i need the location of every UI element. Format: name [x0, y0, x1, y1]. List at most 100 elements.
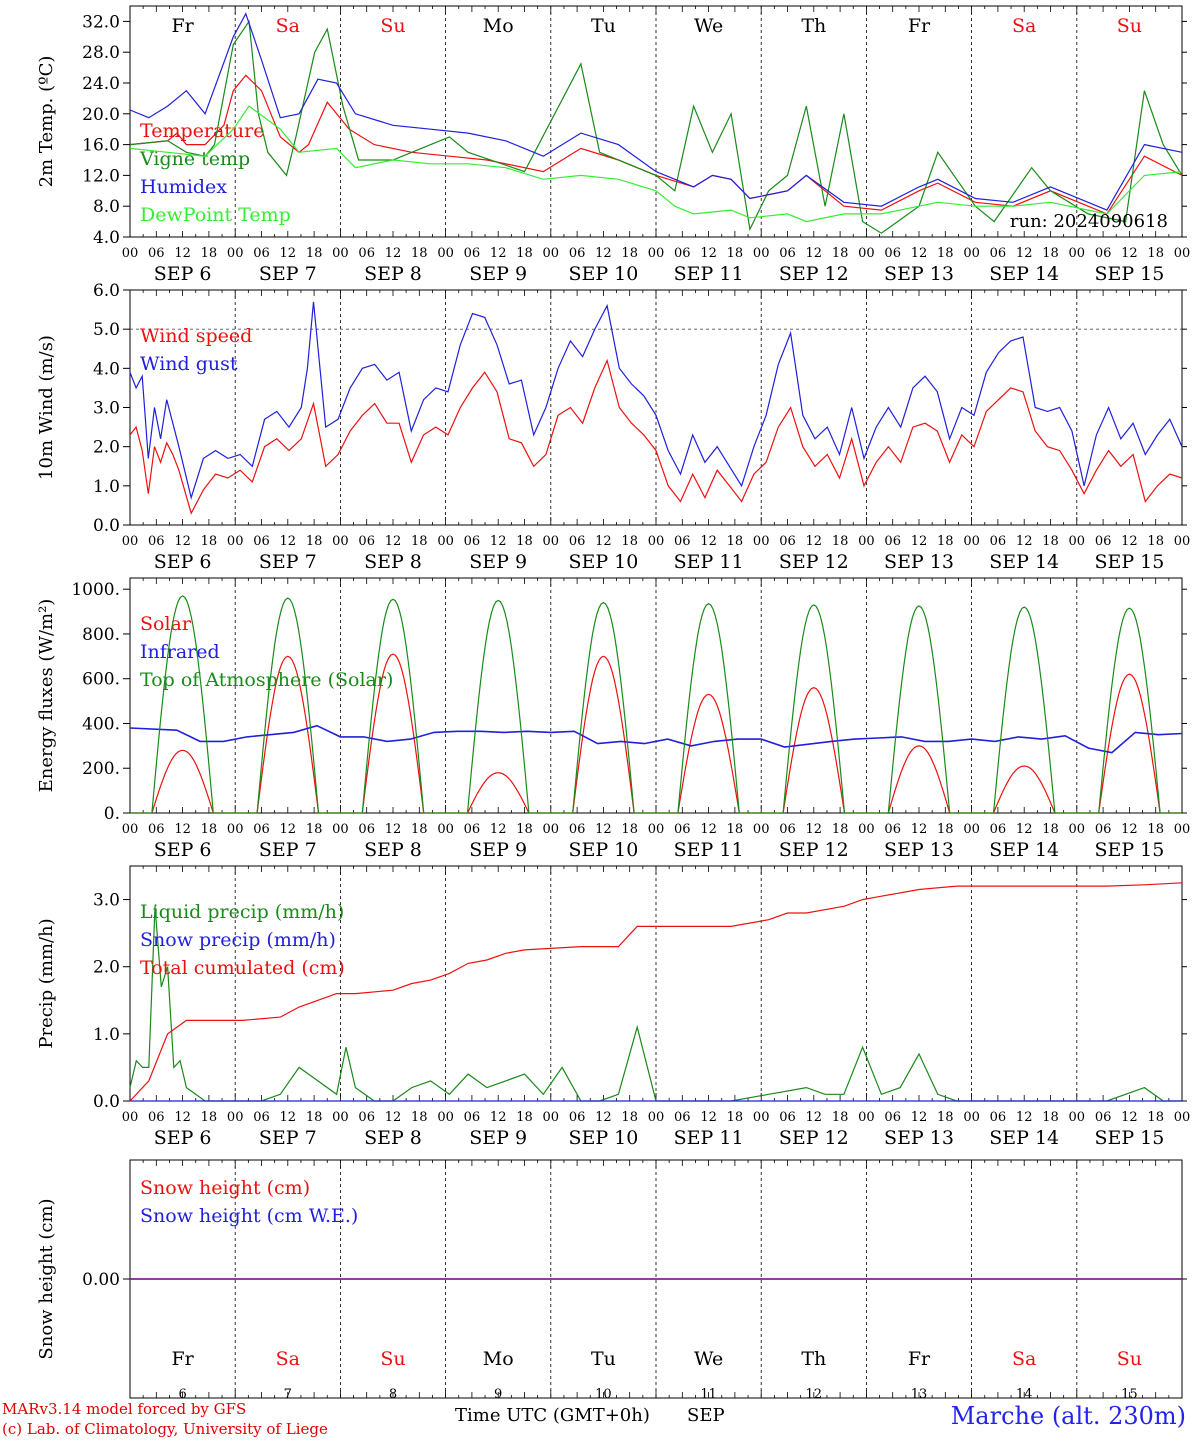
- day-name-bottom: We: [694, 1348, 723, 1370]
- hour-label: 06: [674, 1110, 691, 1125]
- hour-label: 06: [1095, 534, 1112, 549]
- legend-label: Snow precip (mm/h): [140, 929, 336, 951]
- y-tick-label: 600.: [82, 670, 120, 690]
- legend-label: Solar: [140, 613, 192, 635]
- hour-label: 00: [753, 1110, 770, 1125]
- hour-label: 00: [543, 1110, 560, 1125]
- hour-label: 06: [990, 1110, 1007, 1125]
- legend-label: Infrared: [140, 641, 220, 663]
- hour-label: 00: [753, 534, 770, 549]
- date-label: SEP 9: [469, 263, 527, 285]
- hour-label: 18: [937, 822, 954, 837]
- hour-label: 06: [148, 246, 165, 261]
- hour-label: 06: [148, 1110, 165, 1125]
- y-tick-label: 2.0: [93, 438, 120, 458]
- hour-label: 12: [1016, 1110, 1033, 1125]
- hour-label: 12: [174, 822, 191, 837]
- legend-label: DewPoint Temp: [140, 204, 291, 226]
- legend-label: Top of Atmosphere (Solar): [140, 669, 393, 691]
- hour-label: 12: [911, 534, 928, 549]
- hour-label: 12: [700, 246, 717, 261]
- legend-label: Temperature: [140, 120, 264, 142]
- hour-label: 12: [700, 1110, 717, 1125]
- hour-label: 00: [1069, 822, 1086, 837]
- hour-label: 00: [332, 246, 349, 261]
- y-tick-label: 0.0: [93, 1092, 120, 1112]
- date-label: SEP 15: [1094, 263, 1164, 285]
- hour-label: 12: [1121, 534, 1138, 549]
- day-name-top: Sa: [276, 15, 300, 37]
- day-name-top: Su: [380, 15, 405, 37]
- hour-label: 18: [727, 534, 744, 549]
- hour-label: 18: [306, 246, 323, 261]
- day-name-top: Sa: [1012, 15, 1036, 37]
- y-axis-label: Energy fluxes (W/m²): [36, 599, 57, 793]
- hour-label: 06: [1095, 1110, 1112, 1125]
- day-name-top: Mo: [483, 15, 514, 37]
- hour-label: 12: [385, 822, 402, 837]
- y-tick-label: 800.: [82, 625, 120, 645]
- hour-label: 00: [122, 822, 139, 837]
- y-tick-label: 3.0: [93, 891, 120, 911]
- y-tick-label: 20.0: [82, 105, 120, 125]
- hour-label: 06: [1095, 822, 1112, 837]
- time-axis-label: Time UTC (GMT+0h): [455, 1405, 650, 1426]
- hour-label: 06: [464, 822, 481, 837]
- hour-label: 18: [201, 822, 218, 837]
- date-label: SEP 7: [259, 1127, 317, 1149]
- series-line: [130, 595, 1182, 814]
- date-label: SEP 13: [884, 551, 954, 573]
- y-tick-label: 24.0: [82, 74, 120, 94]
- day-name-bottom: Th: [801, 1348, 826, 1370]
- lab-credit: (c) Lab. of Climatology, University of L…: [2, 1420, 328, 1438]
- legend-label: Total cumulated (cm): [140, 957, 345, 979]
- hour-label: 12: [490, 1110, 507, 1125]
- y-tick-label: 5.0: [93, 320, 120, 340]
- date-label: SEP 12: [779, 1127, 849, 1149]
- y-tick-label: 16.0: [82, 136, 120, 156]
- hour-label: 06: [990, 246, 1007, 261]
- day-name-top: Fr: [908, 15, 931, 37]
- run-label: run: 2024090618: [1010, 211, 1168, 232]
- hour-label: 18: [621, 822, 638, 837]
- hour-label: 12: [911, 246, 928, 261]
- date-label: SEP 11: [674, 263, 744, 285]
- hour-label: 12: [280, 534, 297, 549]
- date-label: SEP 6: [154, 839, 212, 861]
- date-label: SEP 9: [469, 1127, 527, 1149]
- hour-label: 12: [280, 246, 297, 261]
- hour-label: 18: [411, 534, 428, 549]
- y-tick-label: 1.0: [93, 477, 120, 497]
- date-label: SEP 8: [364, 263, 422, 285]
- hour-label: 06: [464, 534, 481, 549]
- hour-label: 00: [963, 1110, 980, 1125]
- hour-label: 12: [595, 822, 612, 837]
- day-number: 13: [911, 1387, 928, 1402]
- hour-label: 00: [963, 822, 980, 837]
- y-tick-label: 0.00: [82, 1270, 120, 1290]
- date-label: SEP 13: [884, 839, 954, 861]
- day-name-top: Th: [801, 15, 826, 37]
- y-tick-label: 200.: [82, 759, 120, 779]
- hour-label: 00: [543, 534, 560, 549]
- date-label: SEP 8: [364, 839, 422, 861]
- hour-label: 12: [806, 534, 823, 549]
- hour-label: 18: [621, 1110, 638, 1125]
- hour-label: 00: [648, 822, 665, 837]
- date-label: SEP 15: [1094, 839, 1164, 861]
- date-label: SEP 13: [884, 263, 954, 285]
- y-tick-label: 32.0: [82, 12, 120, 32]
- hour-label: 18: [201, 534, 218, 549]
- hour-label: 12: [174, 1110, 191, 1125]
- series-line: [129, 358, 1183, 515]
- hour-label: 06: [779, 534, 796, 549]
- y-axis-label: 10m Wind (m/s): [36, 335, 57, 480]
- hour-label: 18: [1147, 534, 1164, 549]
- date-label: SEP 6: [154, 263, 212, 285]
- legend-label: Wind gust: [140, 353, 238, 375]
- hour-label: 00: [437, 246, 454, 261]
- day-number: 7: [284, 1387, 292, 1402]
- hour-label: 00: [437, 1110, 454, 1125]
- hour-label: 00: [122, 246, 139, 261]
